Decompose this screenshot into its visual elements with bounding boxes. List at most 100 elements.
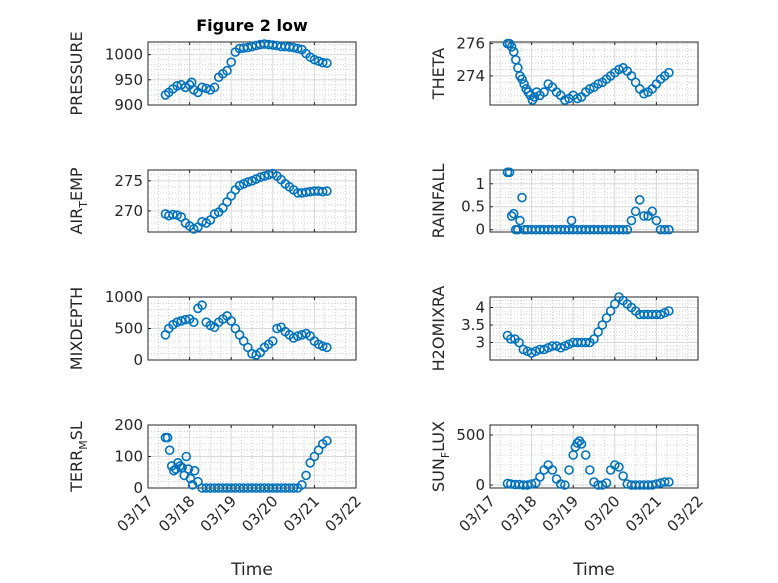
y-tick-label: 500 [114,320,143,338]
data-point [515,215,525,226]
y-tick-label: 274 [456,67,485,85]
axes-frame [147,169,357,233]
data-point [209,82,220,93]
data-point [317,186,328,197]
data-point [535,472,545,482]
data-point [664,477,674,487]
data-point [659,224,670,235]
y-tick-label: 270 [114,202,143,220]
data-point [222,65,232,76]
data-point [601,313,612,323]
data-point [664,224,674,235]
subplot-mixdepth: 0 500 1000 MIXDEPTH [67,287,357,370]
data-point [564,465,574,475]
y-tick-label: 4 [475,299,485,317]
data-point [168,465,179,476]
data-point [605,306,616,316]
y-tick-label: 1 [475,175,485,193]
data-point [589,334,599,344]
data-point [526,479,537,489]
data-point [288,483,299,493]
data-point [162,432,173,443]
x-tick-label: 03/20 [238,492,281,535]
subplot-h2omixra: 33.54 H2OMIXRA [429,286,699,371]
data-point [267,336,278,346]
data-point [172,317,182,328]
data-point [580,450,591,460]
data-point [630,77,641,88]
data-point [593,327,603,337]
data-point [517,74,527,84]
data-point [539,87,549,97]
data-point [634,195,645,205]
x-tick-label: 03/19 [539,492,582,535]
data-point [529,92,540,102]
data-point [164,445,175,456]
y-tick-label: 1000 [105,288,143,306]
data-point [514,337,524,348]
data-point [175,461,185,471]
data-point [513,224,523,235]
y-axis-label: THETA [429,48,448,100]
x-tick-label: 03/19 [197,492,240,535]
data-point [506,211,517,221]
axes-frame [489,424,699,489]
y-tick-label: 275 [114,172,143,190]
y-axis-label: TERRMSL [67,421,90,493]
data-point [572,438,583,448]
data-point [180,314,191,325]
subplot-air_temp: 270 275 AIRTEMP [67,167,357,235]
data-point [609,299,620,309]
data-point [618,224,628,235]
y-tick-label: 500 [456,426,485,444]
data-point [309,54,320,65]
subplot-rainfall: 0 0.5 1 RAINFALL [429,164,699,239]
data-point [506,42,517,52]
data-point [197,82,207,93]
data-point [197,300,207,310]
data-point [504,167,515,178]
x-tick-label: 03/21 [280,492,323,535]
y-axis-label: MIXDEPTH [67,287,86,370]
x-tick-label: 03/17 [456,492,499,535]
data-point [601,478,612,488]
data-point [188,317,199,328]
x-tick-label: 03/21 [622,492,665,535]
y-tick-label: 1000 [105,46,143,64]
x-tick-label: 03/17 [114,492,157,535]
data-point [547,465,558,475]
data-point [597,320,608,330]
y-axis-label: SUNFLUX [429,421,452,492]
data-point [664,306,674,316]
data-point [580,337,591,348]
data-point [317,57,328,68]
data-point [566,215,577,226]
y-tick-label: 0 [133,479,143,497]
data-point [181,451,192,462]
data-point [651,215,662,226]
data-point [664,67,674,78]
x-axis-label-right: Time [572,560,615,580]
data-point [639,211,649,221]
data-point [519,79,529,89]
y-axis-label: RAINFALL [429,164,448,239]
axes-frame [489,41,699,106]
data-point [297,480,307,490]
data-point [630,206,641,217]
data-point [322,342,332,353]
data-point [614,462,624,472]
y-tick-label: 950 [114,71,143,89]
y-tick-label: 100 [114,448,143,466]
data-point [322,186,332,196]
data-point [618,471,628,481]
axes-box [147,41,357,106]
data-point [243,177,253,187]
data-point [292,331,303,341]
data-point [659,477,670,487]
subplot-pressure: 900 950 1000 PRESSURE [67,31,357,116]
y-tick-label: 3.5 [461,316,485,334]
subplot-theta: 274 276 THETA [429,35,699,106]
